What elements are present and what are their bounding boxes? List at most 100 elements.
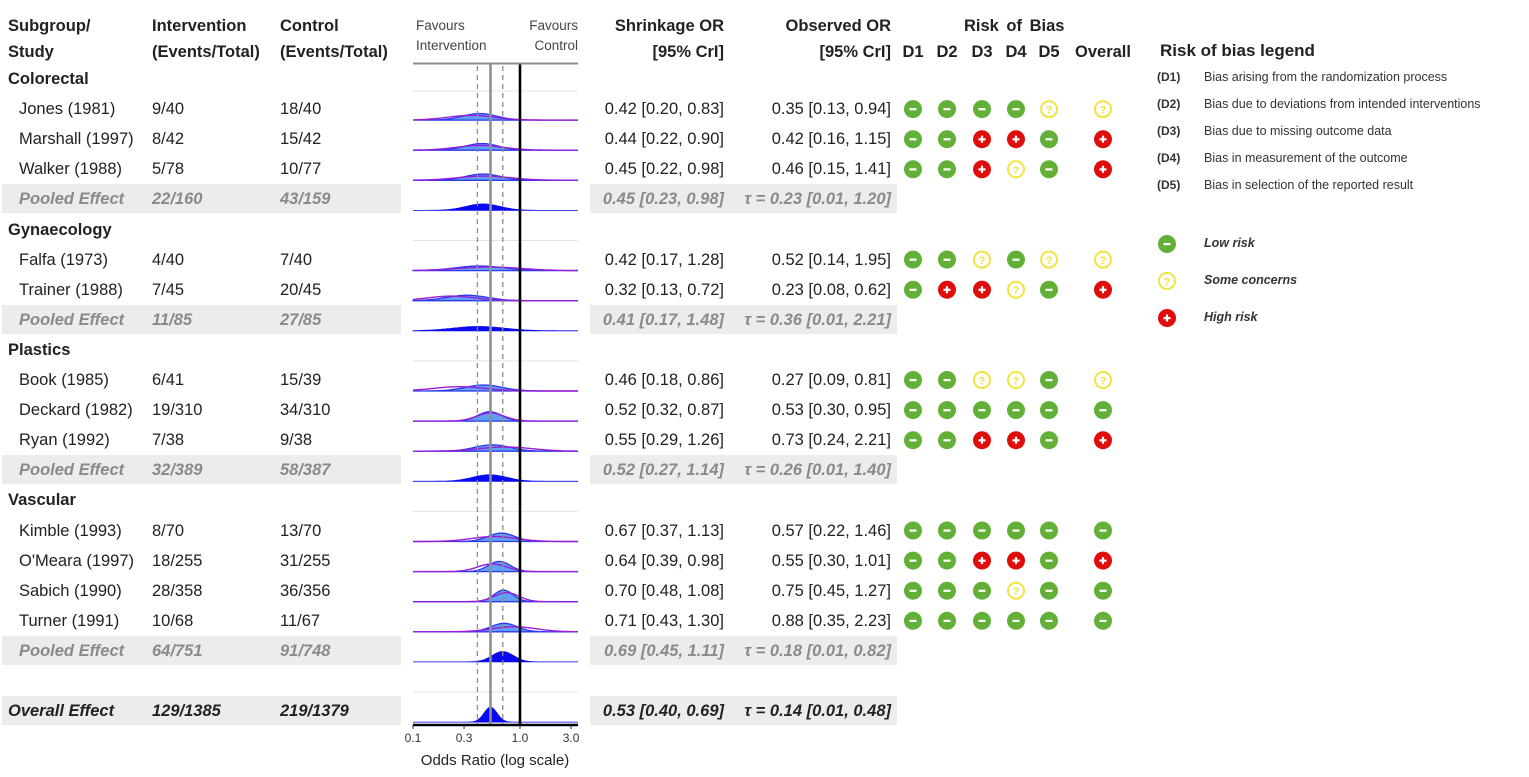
rob-low-icon-glyph [943, 559, 951, 562]
intervention-events: 5/78 [152, 160, 185, 179]
rob-low-icon-glyph [978, 619, 986, 622]
favours-intervention-line2: Intervention [416, 38, 487, 53]
rob-high-icon-glyph [980, 436, 984, 444]
intervention-events: 7/38 [152, 431, 185, 450]
rob-low-icon-glyph [943, 619, 951, 622]
observed-or: 0.52 [0.14, 1.95] [771, 250, 891, 269]
rob-low-icon-glyph [909, 409, 917, 412]
rob-high-icon-glyph [1014, 135, 1018, 143]
control-events: 36/356 [280, 581, 331, 600]
rob-low-icon-glyph [943, 409, 951, 412]
observed-density [412, 295, 578, 302]
rob-low-icon-glyph [1045, 439, 1053, 442]
study-name: Falfa (1973) [19, 250, 108, 269]
study-name: Turner (1991) [19, 611, 120, 630]
observed-or: 0.35 [0.13, 0.94] [771, 100, 891, 119]
shrinkage-or: 0.64 [0.39, 0.98] [604, 551, 724, 570]
subgroup-heading: Plastics [8, 340, 71, 359]
rob-some-icon-glyph: ? [1046, 255, 1053, 267]
rob-low-icon-glyph [909, 559, 917, 562]
pooled-row-background-left [2, 635, 401, 665]
shrinkage-density [413, 560, 578, 573]
x-axis-label: Odds Ratio (log scale) [421, 752, 569, 769]
rob-some-icon [1040, 100, 1058, 119]
shrinkage-or: 0.44 [0.22, 0.90] [604, 130, 724, 149]
shrinkage-or: 0.32 [0.13, 0.72] [604, 280, 724, 299]
pooled-density [413, 474, 578, 482]
study-name: Kimble (1993) [19, 521, 122, 540]
rob-low-icon-glyph [943, 138, 951, 141]
x-tick-label: 0.1 [405, 731, 422, 745]
rob-some-icon-glyph: ? [1013, 285, 1020, 297]
pooled-shrinkage-or: 0.45 [0.23, 0.98] [602, 190, 724, 209]
pooled-shrinkage-or: 0.52 [0.27, 1.14] [602, 461, 724, 480]
pooled-row-background-right [590, 184, 897, 214]
pooled-label: Pooled Effect [19, 190, 125, 209]
rob-some-icon [1040, 250, 1058, 269]
observed-or: 0.27 [0.09, 0.81] [771, 371, 891, 389]
study-name: O'Meara (1997) [19, 551, 135, 570]
pooled-row-background-left [2, 455, 401, 485]
rob-some-icon [973, 250, 991, 269]
control-events: 34/310 [280, 401, 331, 420]
legend-domain-code: (D2) [1157, 97, 1181, 111]
pooled-density [413, 203, 578, 211]
legend-domain-code: (D3) [1157, 124, 1181, 138]
rob-some-icon-glyph: ? [1100, 255, 1107, 267]
control-events: 9/38 [280, 431, 313, 450]
rob-low-icon-glyph [909, 439, 917, 442]
study-name: Marshall (1997) [19, 130, 134, 149]
intervention-events: 18/255 [152, 551, 203, 570]
shrinkage-or: 0.55 [0.29, 1.26] [604, 431, 724, 450]
x-tick-label: 1.0 [512, 731, 529, 745]
pooled-row-background-left [2, 304, 401, 334]
rob-some-icon-glyph: ? [1046, 105, 1053, 117]
control-events: 10/77 [280, 160, 322, 179]
pooled-label: Pooled Effect [19, 310, 125, 329]
observed-header-line2: [95% CrI] [819, 43, 891, 61]
pooled-control-events: 91/748 [280, 641, 331, 660]
rob-domain-header-overall: Overall [1075, 43, 1131, 61]
favours-control-line2: Control [534, 38, 578, 53]
legend-domain-text: Bias in measurement of the outcome [1204, 151, 1408, 165]
rob-some-icon [973, 371, 991, 389]
legend-domain-code: (D1) [1157, 70, 1181, 84]
rob-some-icon-glyph: ? [979, 376, 986, 388]
study-name: Trainer (1988) [19, 280, 123, 299]
favours-control-line1: Favours [529, 18, 578, 33]
x-tick-label: 3.0 [563, 731, 580, 745]
overall-control-events: 219/1379 [280, 702, 349, 721]
observed-or: 0.53 [0.30, 0.95] [771, 401, 891, 420]
observed-or: 0.46 [0.15, 1.41] [771, 160, 891, 179]
pooled-tau: τ = 0.36 [0.01, 2.21] [744, 310, 891, 329]
intervention-events: 4/40 [152, 250, 185, 269]
rob-low-icon-glyph [909, 529, 917, 532]
legend-some-icon-glyph: ? [1164, 277, 1171, 289]
rob-low-icon-glyph [943, 379, 951, 382]
observed-or: 0.73 [0.24, 2.21] [771, 431, 891, 450]
study-name: Jones (1981) [19, 100, 116, 119]
rob-low-icon-glyph [1012, 619, 1020, 622]
rob-low-icon-glyph [909, 168, 917, 171]
pooled-intervention-events: 32/389 [152, 461, 203, 480]
observed-density [413, 592, 578, 603]
rob-some-icon [1094, 371, 1112, 389]
control-events: 15/42 [280, 130, 322, 149]
pooled-control-events: 43/159 [280, 190, 331, 209]
rob-low-icon-glyph [909, 379, 917, 382]
rob-low-icon-glyph [943, 439, 951, 442]
intervention-events: 10/68 [152, 611, 194, 630]
rob-some-icon-glyph: ? [1013, 165, 1020, 177]
overall-row-background-right [590, 696, 897, 726]
pooled-intervention-events: 11/85 [152, 310, 193, 329]
observed-density [413, 446, 578, 452]
study-name: Book (1985) [19, 371, 109, 389]
intervention-events: 19/310 [152, 401, 203, 420]
observed-density [413, 266, 578, 272]
rob-low-icon-glyph [1045, 288, 1053, 291]
study-header-line2: Study [8, 43, 54, 61]
pooled-tau: τ = 0.18 [0.01, 0.82] [744, 641, 891, 660]
rob-low-icon-glyph [1099, 589, 1107, 592]
shrinkage-or: 0.67 [0.37, 1.13] [604, 521, 724, 540]
intervention-events: 9/40 [152, 100, 185, 119]
